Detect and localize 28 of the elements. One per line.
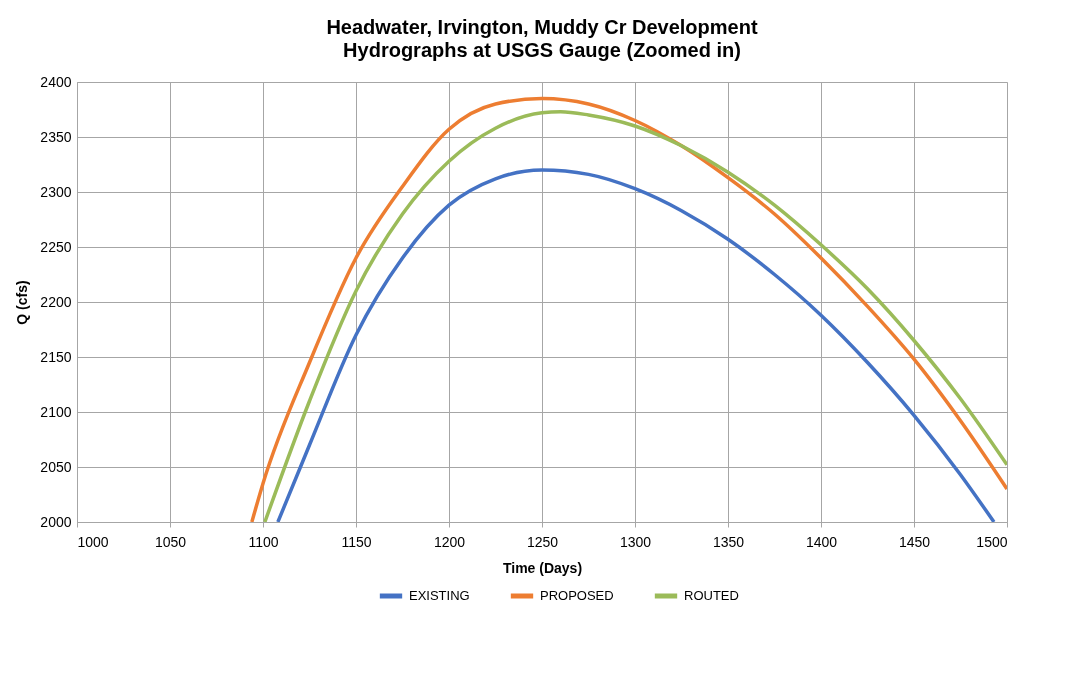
y-tick-label: 2250 (40, 238, 72, 255)
x-tick-label: 1450 (898, 533, 931, 550)
y-tick-label: 2050 (40, 458, 72, 475)
y-tick-label: 2350 (40, 128, 72, 145)
y-tick-label: 2000 (40, 513, 72, 530)
y-tick-label: 2150 (40, 348, 72, 365)
y-tick-label: 2400 (40, 73, 72, 90)
chart-subtitle: Hydrographs at USGS Gauge (Zoomed in) (343, 39, 741, 61)
x-tick-label: 1500 (976, 533, 1008, 550)
y-tick-label: 2300 (40, 183, 72, 200)
legend-label: ROUTED (684, 588, 739, 603)
chart-title: Headwater, Irvington, Muddy Cr Development (326, 16, 758, 38)
x-tick-label: 1100 (248, 533, 279, 550)
x-tick-label: 1000 (77, 533, 109, 550)
x-axis-title: Time (Days) (502, 559, 583, 576)
x-tick-label: 1400 (805, 533, 838, 550)
legend-label: PROPOSED (540, 588, 614, 603)
y-tick-label: 2200 (40, 293, 72, 310)
y-axis-title: Q (cfs) (14, 280, 31, 325)
x-tick-label: 1150 (341, 533, 372, 550)
x-tick-label: 1250 (526, 533, 559, 550)
x-tick-label: 1050 (154, 533, 187, 550)
legend-label: EXISTING (409, 588, 470, 603)
y-tick-label: 2100 (40, 403, 72, 420)
x-tick-label: 1200 (433, 533, 466, 550)
line-series (276, 168, 996, 522)
x-tick-label: 1350 (712, 533, 745, 550)
x-tick-label: 1300 (619, 533, 652, 550)
